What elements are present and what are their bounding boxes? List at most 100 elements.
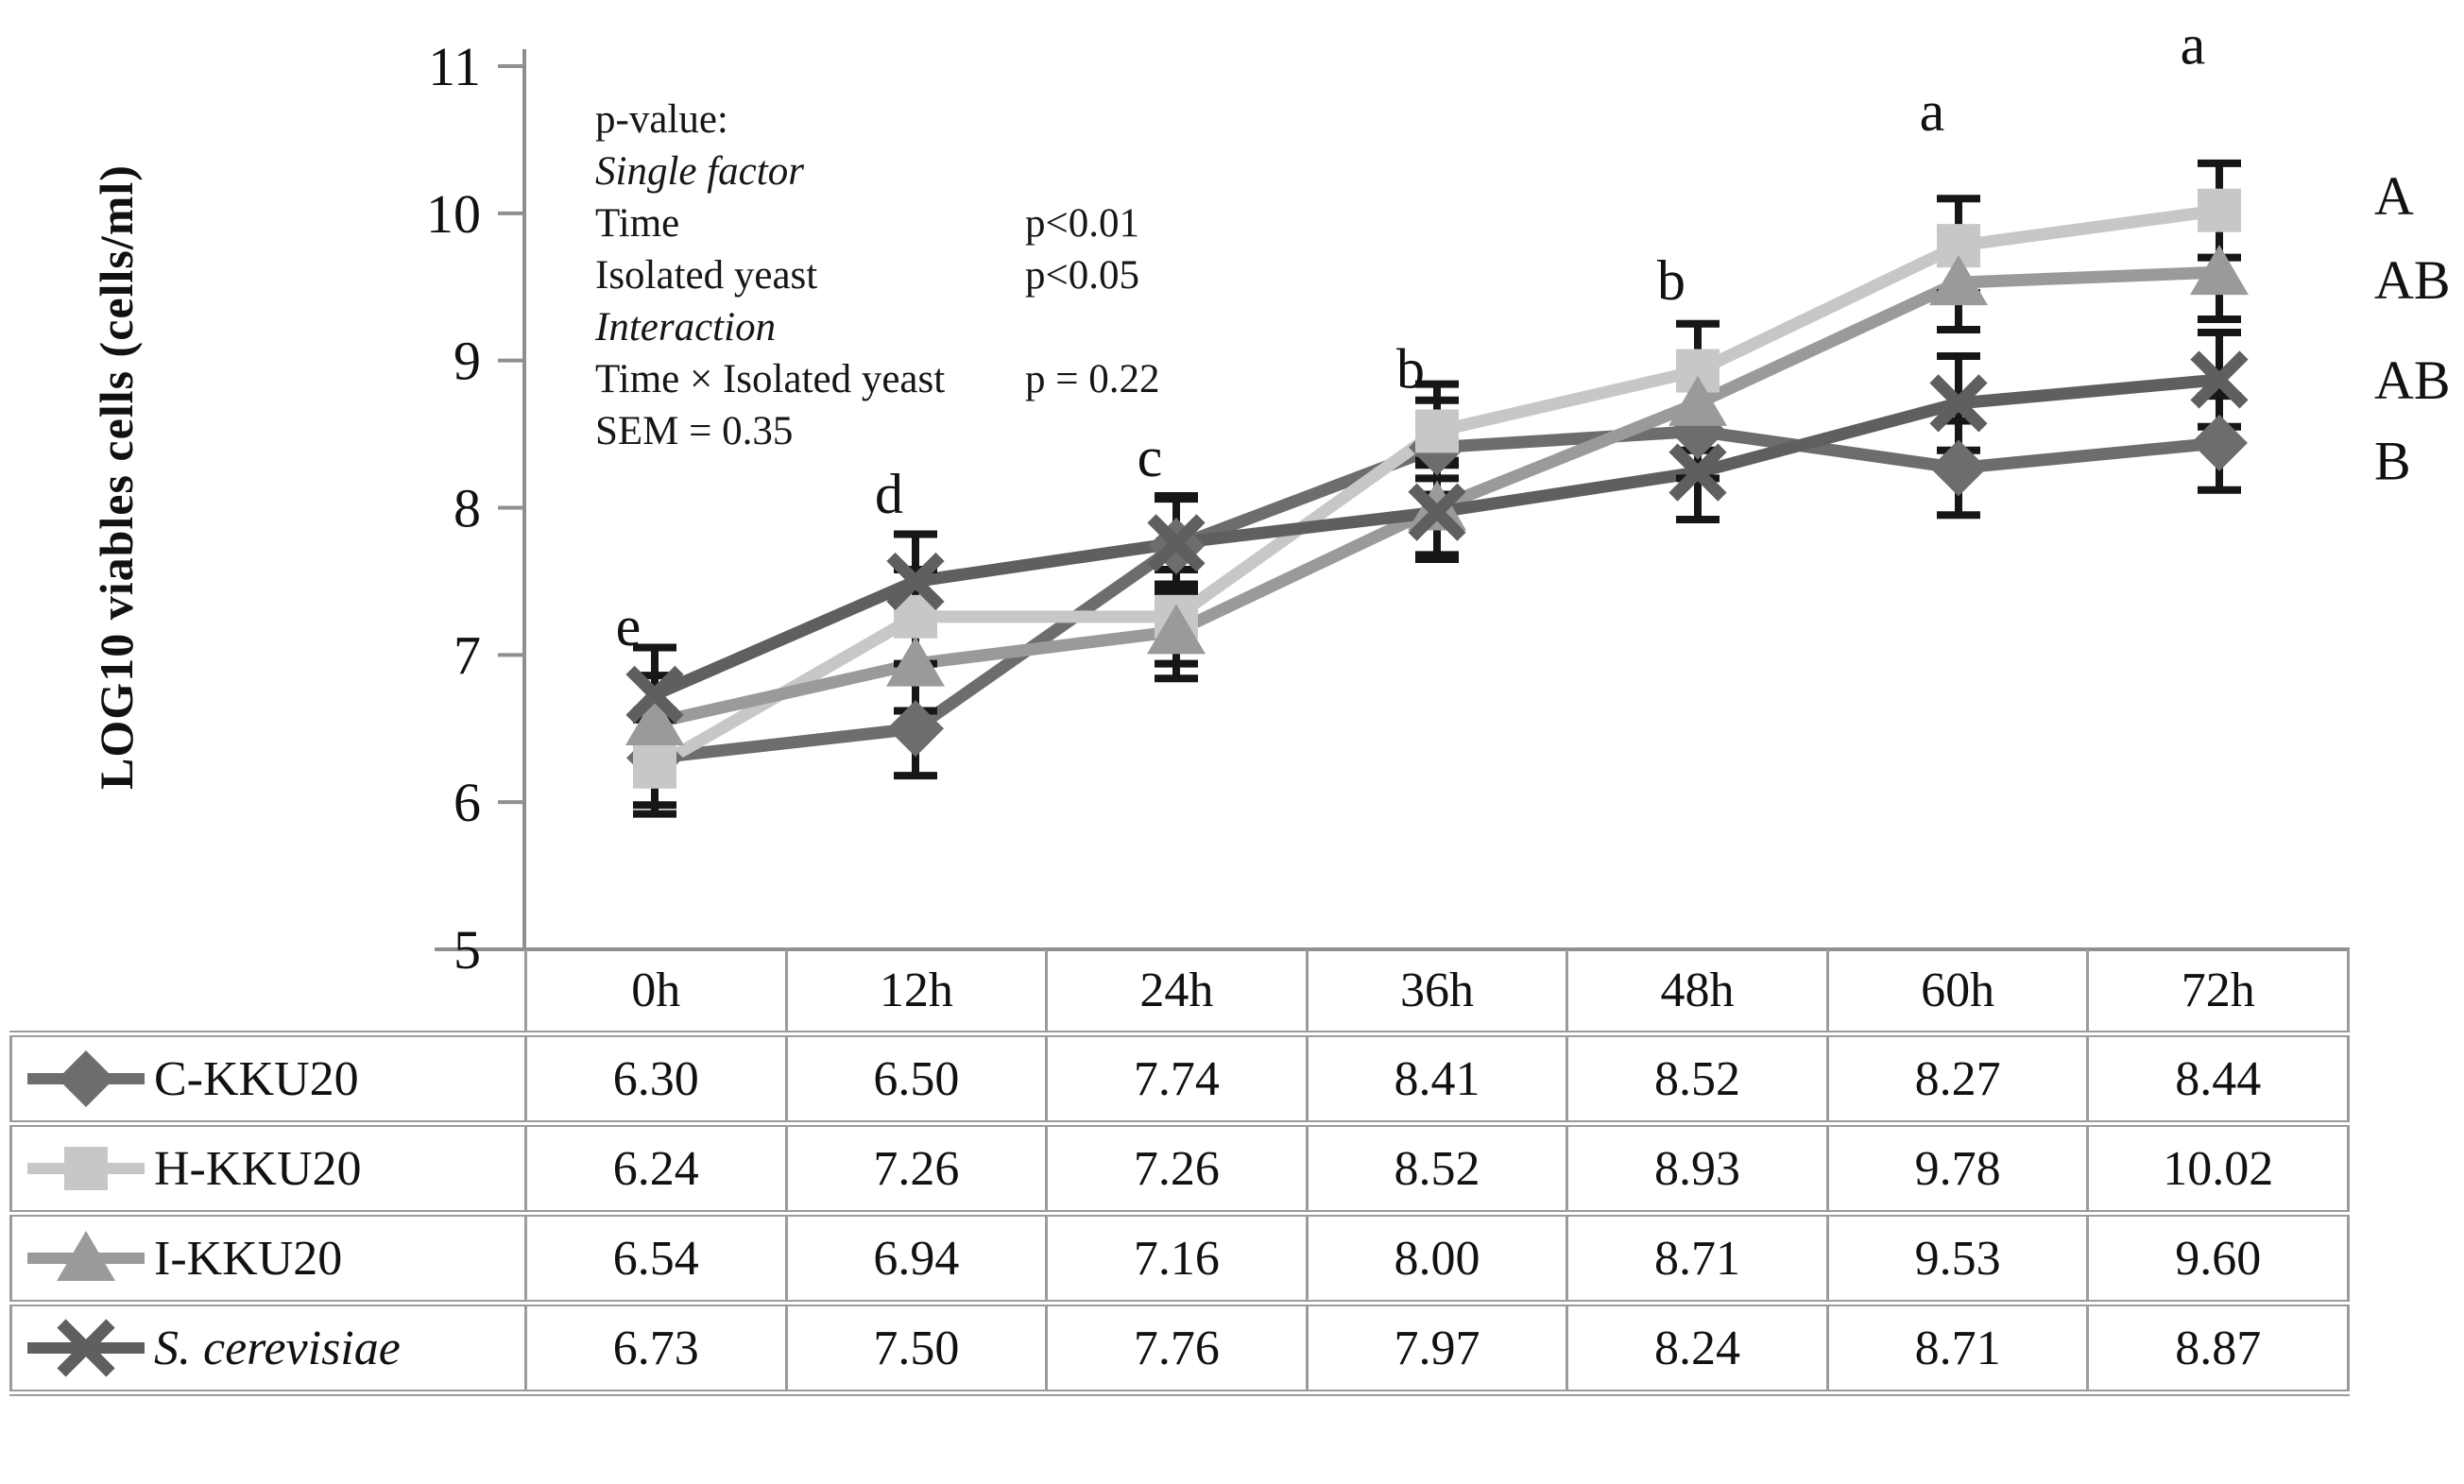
value-cell: 8.41: [1305, 1031, 1569, 1125]
time-header-cell: 24h: [1045, 949, 1309, 1035]
value-cell: 6.94: [784, 1210, 1049, 1305]
time-header-cell: 60h: [1825, 949, 2090, 1035]
significance-letter: c: [1138, 426, 1163, 488]
legend-cell: H-KKU20: [9, 1120, 527, 1215]
stats-annotation-value: p<0.01: [1025, 201, 1139, 246]
legend-entry: I-KKU20: [12, 1228, 524, 1288]
y-axis-tick-label: 11: [428, 36, 481, 97]
value-cell: 6.24: [524, 1120, 788, 1215]
value-cell: 7.74: [1045, 1031, 1309, 1125]
value-cell: 9.78: [1825, 1120, 2090, 1215]
triangle-marker-i-kku20: [1668, 375, 1727, 426]
chart-canvas: 5 6 7 8 9 10 11 p-value: Single factor Time p<0.01…: [426, 14, 2451, 981]
value-cell: 8.52: [1305, 1120, 1569, 1215]
triangle-marker-i-kku20: [2190, 245, 2249, 296]
significance-letter: b: [1657, 249, 1685, 312]
stats-annotation-label: Interaction: [594, 305, 776, 350]
value-cell: 7.97: [1305, 1300, 1569, 1396]
significance-letter: a: [1920, 80, 1945, 143]
x-marker-s-cerevisiae: [1147, 514, 1206, 572]
legend-series-name: I-KKU20: [154, 1231, 343, 1286]
value-cell: 9.53: [1825, 1210, 2090, 1305]
value-cell: 6.30: [524, 1031, 788, 1125]
stats-annotation-value: p = 0.22: [1025, 357, 1160, 401]
square-marker-h-kku20: [1415, 409, 1459, 453]
x-marker-s-cerevisiae: [1668, 443, 1727, 502]
table-row-s-cerevisiae: S. cerevisiae 6.73 7.50 7.76 7.97 8.24 8.71 8.8…: [9, 1300, 2350, 1396]
table-row-i-kku20: I-KKU20 6.54 6.94 7.16 8.00 8.71 9.53 9.60: [9, 1210, 2350, 1305]
value-cell: 6.50: [784, 1031, 1049, 1125]
triangle-marker-i-kku20: [1929, 255, 1988, 306]
legend-entry: C-KKU20: [12, 1049, 524, 1109]
table-corner-cell: [11, 949, 526, 1034]
significance-letter: e: [616, 595, 642, 657]
legend-entry: H-KKU20: [12, 1138, 524, 1199]
group-letter: AB: [2374, 350, 2451, 411]
stats-annotation-label: Single factor: [595, 149, 804, 194]
y-axis-tick-label: 6: [453, 772, 481, 833]
legend-cell: S. cerevisiae: [9, 1300, 527, 1396]
value-cell: 7.26: [784, 1120, 1049, 1215]
stats-annotation-label: Time: [595, 201, 679, 246]
table-header-row: 0h 12h 24h 36h 48h 60h 72h: [11, 949, 2350, 1035]
value-cell: 8.87: [2086, 1300, 2350, 1396]
square-marker-h-kku20: [633, 744, 676, 789]
value-cell: 7.50: [784, 1300, 1049, 1396]
y-axis-tick-label: 10: [426, 183, 481, 245]
value-cell: 8.52: [1566, 1031, 1829, 1125]
value-cell: 10.02: [2086, 1120, 2350, 1215]
significance-letter: d: [875, 463, 903, 525]
stats-annotation-label: p-value:: [595, 97, 728, 142]
value-cell: 8.00: [1305, 1210, 1569, 1305]
stats-annotation-label: Time × Isolated yeast: [595, 357, 945, 401]
legend-series-name: S. cerevisiae: [154, 1321, 401, 1375]
group-letter: AB: [2374, 249, 2451, 311]
diamond-marker-c-kku20: [2191, 414, 2248, 471]
value-cell: 8.44: [2086, 1031, 2350, 1125]
square-legend-icon: [27, 1147, 145, 1190]
legend-series-name: C-KKU20: [154, 1051, 359, 1106]
legend-cell: C-KKU20: [9, 1031, 527, 1125]
legend-series-name: H-KKU20: [154, 1141, 362, 1196]
y-axis-tick-label: 9: [453, 331, 481, 392]
data-table: 0h 12h 24h 36h 48h 60h 72h C-KKU20 6.30 6.50 7.74…: [9, 949, 2350, 1396]
x-marker-s-cerevisiae: [625, 665, 684, 725]
time-header-cell: 72h: [2086, 949, 2350, 1035]
triangle-marker-i-kku20: [625, 695, 684, 746]
value-cell: 7.16: [1045, 1210, 1309, 1305]
stats-annotation-label: SEM = 0.35: [595, 409, 793, 453]
time-header-cell: 36h: [1305, 949, 1569, 1035]
x-marker-s-cerevisiae: [1929, 374, 1988, 433]
time-header-cell: 12h: [784, 949, 1049, 1035]
value-cell: 8.27: [1825, 1031, 2090, 1125]
value-cell: 7.26: [1045, 1120, 1309, 1215]
x-legend-icon: [27, 1319, 145, 1377]
y-axis-tick-label: 8: [453, 478, 481, 539]
value-cell: 9.60: [2086, 1210, 2350, 1305]
triangle-legend-icon: [27, 1231, 145, 1281]
legend-cell: I-KKU20: [9, 1210, 527, 1305]
y-axis-tick-label: 7: [453, 624, 481, 686]
x-marker-s-cerevisiae: [1408, 483, 1466, 541]
y-axis-title: LOG10 viables cells (cells/ml): [90, 164, 143, 790]
square-marker-h-kku20: [2198, 188, 2241, 232]
x-marker-s-cerevisiae: [2190, 350, 2249, 409]
significance-letter: a: [2181, 14, 2206, 77]
value-cell: 8.71: [1825, 1300, 2090, 1396]
value-cell: 8.24: [1566, 1300, 1829, 1396]
time-header-cell: 0h: [524, 949, 788, 1035]
value-cell: 8.93: [1566, 1120, 1829, 1215]
table-row-h-kku20: H-KKU20 6.24 7.26 7.26 8.52 8.93 9.78 10.02: [9, 1120, 2350, 1215]
diamond-legend-icon: [27, 1050, 145, 1107]
group-letter: A: [2374, 165, 2414, 227]
table-row-c-kku20: C-KKU20 6.30 6.50 7.74 8.41 8.52 8.27 8.44: [9, 1031, 2350, 1125]
value-cell: 8.71: [1566, 1210, 1829, 1305]
stats-annotation-value: p<0.05: [1025, 253, 1139, 298]
x-marker-s-cerevisiae: [886, 552, 945, 611]
diamond-marker-c-kku20: [1930, 439, 1987, 497]
value-cell: 6.73: [524, 1300, 788, 1396]
y-axis-tick-label: 5: [453, 919, 481, 981]
triangle-marker-i-kku20: [886, 636, 945, 687]
